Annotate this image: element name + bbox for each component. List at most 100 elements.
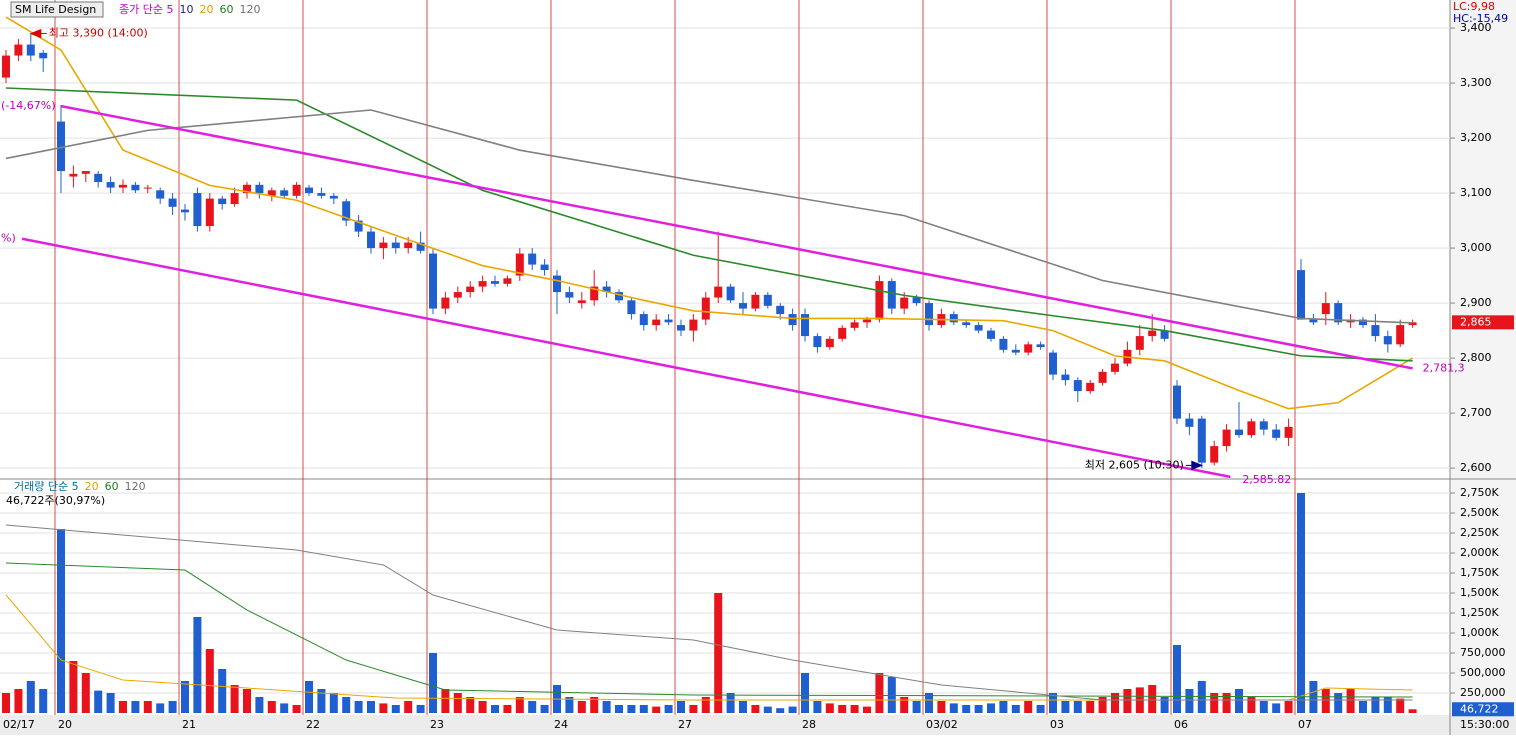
volume-bar xyxy=(106,693,115,713)
candle-body xyxy=(689,319,698,331)
volume-bar xyxy=(1160,697,1169,713)
x-tick-label: 06 xyxy=(1174,718,1188,731)
candle-body xyxy=(1135,336,1144,350)
candle-body xyxy=(255,184,264,194)
candle-body xyxy=(1024,344,1033,353)
volume-bar xyxy=(999,701,1008,713)
candle-body xyxy=(1173,385,1181,419)
candle-body xyxy=(801,314,809,337)
volume-bar xyxy=(267,701,276,713)
candle-body xyxy=(1235,429,1243,436)
candle-body xyxy=(391,242,400,249)
volume-bar xyxy=(1359,701,1367,713)
volume-bar xyxy=(1148,685,1157,713)
volume-bar xyxy=(39,689,48,713)
candle-body xyxy=(1259,421,1268,430)
candle-body xyxy=(181,209,189,213)
candle-body xyxy=(838,327,847,339)
last-price: 2,865 xyxy=(1460,315,1492,328)
candle-body xyxy=(466,286,475,293)
volume-bar xyxy=(367,701,375,713)
candle-body xyxy=(739,303,747,309)
volume-bar xyxy=(1036,705,1045,713)
candle-body xyxy=(788,314,797,326)
last-volume-box xyxy=(1452,702,1514,717)
volume-bar xyxy=(391,705,400,713)
candle-body xyxy=(553,275,561,293)
volume-bar xyxy=(528,701,537,713)
y-tick-label: 2,900 xyxy=(1460,296,1492,309)
candle-body xyxy=(664,319,673,323)
volume-bar xyxy=(26,681,35,713)
candle-body xyxy=(1210,446,1219,463)
y-tick-label: 3,100 xyxy=(1460,186,1492,199)
volume-bar xyxy=(453,693,462,713)
candle-body xyxy=(1359,319,1367,326)
volume-bar xyxy=(205,649,214,713)
x-tick-label: 27 xyxy=(678,718,692,731)
channel-end-label: 2,781,3 xyxy=(1423,361,1465,374)
candle-body xyxy=(677,325,685,331)
volume-bar xyxy=(875,673,884,713)
volume-bar xyxy=(69,661,78,713)
candle-body xyxy=(1284,426,1293,438)
volume-bar xyxy=(1235,689,1243,713)
title-box xyxy=(10,1,104,18)
volume-bar xyxy=(677,701,685,713)
volume-bar xyxy=(243,689,251,713)
y2-tick-label: 2,750K xyxy=(1460,486,1499,499)
volume-bar xyxy=(1346,689,1355,713)
legend-entry: 60 xyxy=(105,480,119,493)
candle-body xyxy=(825,338,834,348)
candle-body xyxy=(478,281,487,287)
volume-bar xyxy=(379,703,388,713)
candle-body xyxy=(168,198,177,207)
candle-body xyxy=(1073,380,1082,392)
volume-bar xyxy=(1073,701,1082,713)
candle-body xyxy=(590,286,599,301)
volume-bar xyxy=(1210,693,1219,713)
volume-bar xyxy=(1371,697,1380,713)
annotation-arrow xyxy=(1185,460,1204,471)
volume-bar xyxy=(1259,701,1268,713)
candle-body xyxy=(1197,418,1206,463)
candle-body xyxy=(726,286,735,301)
candle-body xyxy=(887,281,896,309)
volume-bar xyxy=(714,593,723,713)
volume-bar xyxy=(949,703,958,713)
channel-label: %) xyxy=(1,232,16,245)
candle-body xyxy=(119,184,127,188)
candle-body xyxy=(1297,270,1305,320)
candle-body xyxy=(1160,330,1169,339)
y-tick-label: 3,200 xyxy=(1460,131,1492,144)
volume-bar xyxy=(615,705,623,713)
candle-body xyxy=(453,292,462,298)
volume-bar xyxy=(81,673,90,713)
candle-body xyxy=(1272,429,1281,438)
y2-tick-label: 1,000K xyxy=(1460,626,1499,639)
channel-line xyxy=(60,104,1413,370)
candle-body xyxy=(367,231,375,249)
candle-body xyxy=(1321,303,1330,315)
y2-tick-label: 750,000 xyxy=(1460,646,1506,659)
annotation: 최고 3,390 (14:00) xyxy=(49,27,148,40)
last-price-box xyxy=(1452,315,1514,330)
volume-bar xyxy=(925,693,933,713)
y-tick-label: 3,400 xyxy=(1460,21,1492,34)
volume-bar xyxy=(1321,689,1330,713)
candle-body xyxy=(1383,336,1392,345)
volume-bar xyxy=(218,669,227,713)
volume-bar xyxy=(974,705,983,713)
y-tick-label: 2,800 xyxy=(1460,351,1492,364)
volume-bar xyxy=(14,689,23,713)
volume-bar xyxy=(763,706,772,713)
candle-body xyxy=(441,297,450,309)
y2-tick-label: 250,000 xyxy=(1460,686,1506,699)
volume-bar xyxy=(627,705,636,713)
volume-bar xyxy=(937,701,946,713)
candle-body xyxy=(404,242,413,249)
candle-body xyxy=(329,195,338,199)
volume-bar xyxy=(2,693,10,713)
candle-body xyxy=(1086,382,1095,392)
y2-tick-label: 2,500K xyxy=(1460,506,1499,519)
